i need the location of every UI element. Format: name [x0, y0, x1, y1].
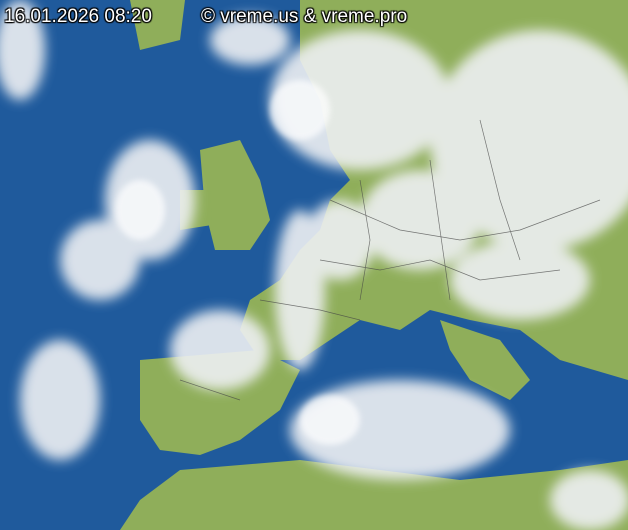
bright-cloud-tops — [115, 80, 360, 445]
country-borders — [179, 119, 601, 401]
timestamp-label: 16.01.2026 08:20 — [4, 6, 152, 27]
copyright-label: © vreme.us & vreme.pro — [201, 6, 408, 27]
